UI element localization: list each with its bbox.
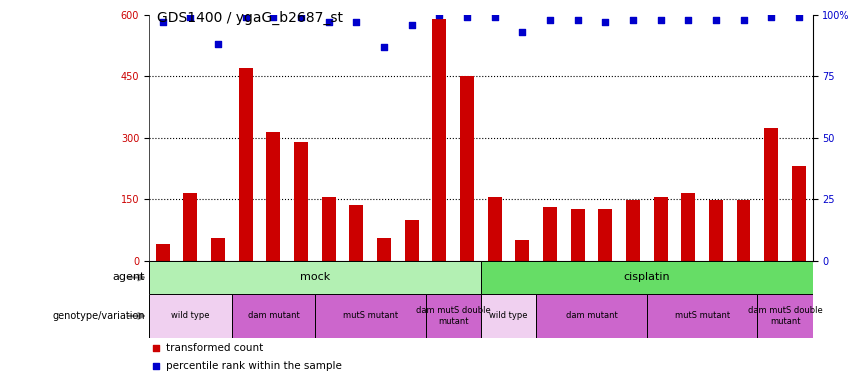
Text: genotype/variation: genotype/variation bbox=[52, 311, 145, 321]
Point bbox=[516, 29, 529, 35]
Bar bbox=[266, 132, 280, 261]
Text: dam mutant: dam mutant bbox=[248, 311, 300, 320]
Text: dam mutant: dam mutant bbox=[566, 311, 617, 320]
Text: cisplatin: cisplatin bbox=[624, 273, 670, 282]
Text: agent: agent bbox=[112, 273, 145, 282]
Bar bbox=[239, 68, 253, 261]
Point bbox=[350, 20, 363, 26]
Bar bbox=[488, 197, 501, 261]
Bar bbox=[426, 294, 481, 338]
Text: dam mutS double
mutant: dam mutS double mutant bbox=[416, 306, 490, 326]
Bar bbox=[350, 206, 363, 261]
Bar bbox=[405, 220, 419, 261]
Bar bbox=[598, 210, 612, 261]
Bar bbox=[654, 197, 667, 261]
Bar bbox=[315, 294, 426, 338]
Bar bbox=[156, 244, 169, 261]
Point bbox=[405, 22, 419, 28]
Bar bbox=[682, 193, 695, 261]
Text: mutS mutant: mutS mutant bbox=[675, 311, 729, 320]
Bar bbox=[626, 200, 640, 261]
Point bbox=[294, 15, 308, 21]
Point bbox=[792, 15, 806, 21]
Point bbox=[156, 20, 169, 26]
Point bbox=[543, 17, 557, 23]
Point bbox=[737, 17, 751, 23]
Point bbox=[654, 17, 667, 23]
Bar bbox=[757, 294, 813, 338]
Point bbox=[149, 363, 163, 369]
Bar bbox=[647, 294, 757, 338]
Bar bbox=[792, 166, 806, 261]
Bar bbox=[432, 19, 446, 261]
Bar bbox=[543, 207, 557, 261]
Point bbox=[239, 15, 253, 21]
Point bbox=[571, 17, 585, 23]
Bar bbox=[764, 128, 778, 261]
Bar bbox=[149, 261, 481, 294]
Point bbox=[266, 15, 280, 21]
Point bbox=[682, 17, 695, 23]
Text: wild type: wild type bbox=[489, 311, 528, 320]
Bar bbox=[184, 193, 197, 261]
Bar bbox=[377, 238, 391, 261]
Bar bbox=[322, 197, 335, 261]
Text: dam mutS double
mutant: dam mutS double mutant bbox=[748, 306, 822, 326]
Text: mock: mock bbox=[300, 273, 330, 282]
Bar bbox=[481, 261, 813, 294]
Bar bbox=[709, 200, 722, 261]
Point bbox=[432, 12, 446, 18]
Bar bbox=[571, 210, 585, 261]
Bar bbox=[149, 294, 231, 338]
Bar bbox=[737, 200, 751, 261]
Point bbox=[598, 20, 612, 26]
Text: GDS1400 / ygaG_b2687_st: GDS1400 / ygaG_b2687_st bbox=[157, 11, 344, 26]
Bar bbox=[460, 76, 474, 261]
Bar bbox=[231, 294, 315, 338]
Point bbox=[322, 20, 335, 26]
Point bbox=[377, 44, 391, 50]
Point bbox=[626, 17, 640, 23]
Bar bbox=[536, 294, 647, 338]
Bar bbox=[481, 294, 536, 338]
Point bbox=[709, 17, 722, 23]
Text: transformed count: transformed count bbox=[165, 343, 263, 353]
Bar bbox=[516, 240, 529, 261]
Point bbox=[460, 15, 474, 21]
Text: mutS mutant: mutS mutant bbox=[343, 311, 397, 320]
Bar bbox=[294, 142, 308, 261]
Text: wild type: wild type bbox=[171, 311, 209, 320]
Point bbox=[488, 15, 501, 21]
Point bbox=[211, 42, 225, 48]
Point bbox=[184, 15, 197, 21]
Point bbox=[149, 345, 163, 351]
Point bbox=[764, 15, 778, 21]
Bar bbox=[211, 238, 225, 261]
Text: percentile rank within the sample: percentile rank within the sample bbox=[165, 361, 341, 370]
